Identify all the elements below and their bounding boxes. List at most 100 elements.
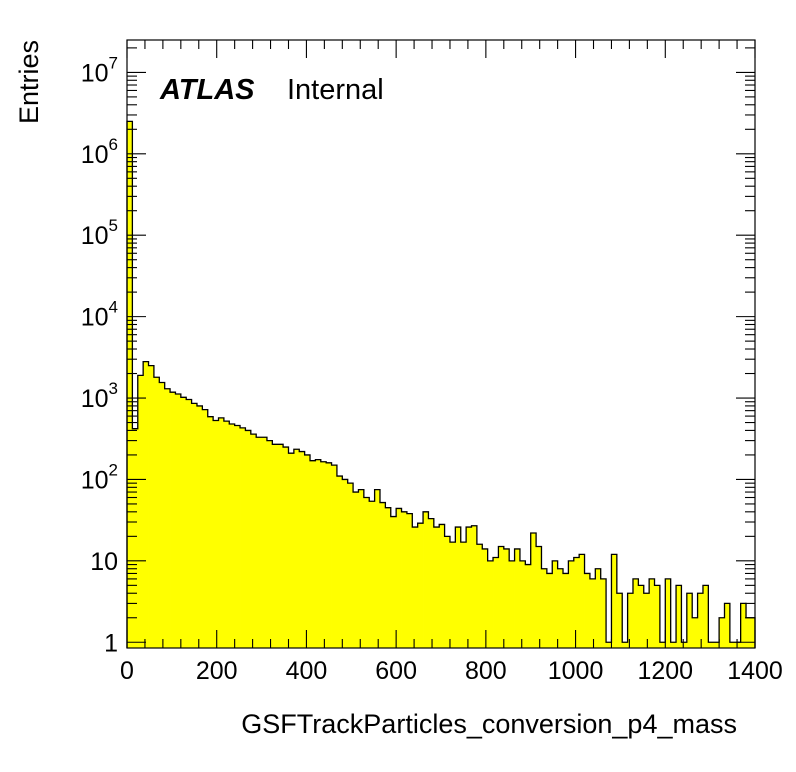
histogram-bin xyxy=(439,524,445,648)
histogram-bin xyxy=(369,501,376,648)
histogram-bin xyxy=(546,573,553,648)
histogram-bin xyxy=(627,593,634,648)
histogram-bin xyxy=(353,492,359,648)
histogram-bin xyxy=(735,642,742,648)
histogram-bin xyxy=(659,642,666,648)
histogram-bin xyxy=(159,382,166,648)
histogram-bin xyxy=(676,585,682,648)
y-tick-label: 103 xyxy=(81,379,118,413)
y-tick-label: 10 xyxy=(90,548,118,576)
histogram-bin xyxy=(541,568,548,648)
histogram-bin xyxy=(256,437,262,648)
histogram-bin xyxy=(616,593,623,648)
histogram-bin xyxy=(643,593,650,648)
histogram-bin xyxy=(153,377,160,648)
histogram-bin xyxy=(288,453,295,648)
histogram-bin xyxy=(563,573,569,648)
histogram-bin xyxy=(503,548,510,648)
histogram-bin xyxy=(336,476,343,648)
histogram-bin xyxy=(175,394,182,648)
y-tick-label: 104 xyxy=(81,298,118,332)
histogram-bin xyxy=(299,451,306,648)
histogram-bin xyxy=(466,527,472,648)
y-tick-label: 102 xyxy=(81,460,118,494)
histogram-bin xyxy=(127,121,133,648)
histogram-bin xyxy=(449,542,456,648)
histogram-bin xyxy=(670,642,677,648)
histogram-bin xyxy=(240,427,246,648)
histogram-bin xyxy=(406,513,413,648)
histogram-bin xyxy=(401,511,408,648)
histogram-bin xyxy=(266,440,273,648)
histogram-bin xyxy=(740,603,747,648)
histogram-bin xyxy=(493,557,499,648)
internal-label: Internal xyxy=(287,74,384,106)
histogram-bin xyxy=(746,617,752,648)
histogram-bin xyxy=(525,564,532,648)
histogram-bin xyxy=(293,449,300,648)
histogram-bin xyxy=(374,489,381,648)
histogram-bin xyxy=(622,642,628,648)
histogram-bin xyxy=(164,388,171,648)
histogram-bin xyxy=(250,434,257,648)
histogram-bin xyxy=(498,546,505,648)
x-tick-label: 400 xyxy=(286,657,328,685)
histogram-bin xyxy=(137,375,144,648)
histogram-bin xyxy=(170,392,176,648)
histogram-bin xyxy=(697,593,704,648)
histogram-bin xyxy=(530,532,537,648)
plot-frame xyxy=(126,39,756,649)
histogram-bin xyxy=(358,489,365,648)
x-tick-label: 1400 xyxy=(727,657,783,685)
histogram-bin xyxy=(444,536,451,648)
x-axis-title: GSFTrackParticles_conversion_p4_mass xyxy=(241,709,737,739)
histogram-bin xyxy=(326,462,332,648)
histogram-bin xyxy=(331,465,338,648)
histogram-bin xyxy=(713,642,720,648)
histogram-bin xyxy=(347,483,354,648)
histogram-bin xyxy=(396,508,402,648)
x-tick-labels: 0 200 400 600 800 1000 1200 1400 xyxy=(120,657,783,685)
y-tick-labels: 1 10 102 103 104 105 106 107 xyxy=(81,53,118,657)
histogram-bin xyxy=(584,573,591,648)
histogram-bin xyxy=(428,518,435,648)
histogram-bin xyxy=(245,430,252,648)
histogram-bin xyxy=(213,420,219,648)
atlas-label: ATLAS xyxy=(159,74,255,106)
histogram-bin xyxy=(536,546,542,648)
histogram-bin xyxy=(379,502,386,648)
y-tick-label: 105 xyxy=(81,216,118,250)
histogram-bin xyxy=(261,437,268,648)
histogram-bin xyxy=(202,409,209,648)
histogram-bin xyxy=(638,585,645,648)
histogram-bin xyxy=(686,593,693,648)
histogram-bin xyxy=(681,642,688,648)
histogram-bin xyxy=(579,554,585,648)
histogram-bin xyxy=(568,560,575,648)
histogram-bin xyxy=(654,585,661,648)
y-axis-title: Entries xyxy=(14,40,44,124)
histogram-outline xyxy=(126,120,756,648)
axis-ticks xyxy=(126,40,756,648)
histogram-bin xyxy=(390,516,397,648)
y-tick-label: 106 xyxy=(81,135,118,169)
histogram-bin xyxy=(132,428,139,648)
histogram-bin xyxy=(482,548,489,648)
histogram-bin xyxy=(719,617,725,648)
histogram-bin xyxy=(476,544,483,648)
histogram-bin xyxy=(412,527,419,648)
histogram-bin xyxy=(283,447,289,648)
histogram-bin xyxy=(729,642,736,648)
histogram-bin xyxy=(417,523,424,648)
histogram-bin xyxy=(207,416,214,648)
histogram-bin xyxy=(385,507,392,648)
histogram-bin xyxy=(552,560,559,648)
histogram-bin xyxy=(606,642,612,648)
histogram-bin xyxy=(186,399,192,648)
histogram-bin xyxy=(315,459,322,648)
histogram-bin xyxy=(277,444,284,648)
histogram-bin xyxy=(143,361,149,648)
histogram-bin xyxy=(649,578,655,648)
histogram-bin xyxy=(665,578,672,648)
y-tick-label: 1 xyxy=(104,629,118,657)
